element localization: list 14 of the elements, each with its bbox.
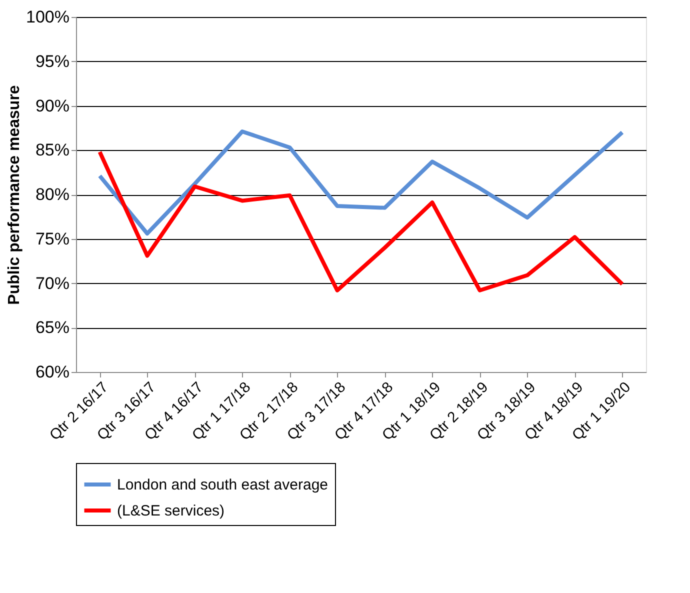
line-series <box>98 129 624 236</box>
y-axis-title: Public performance measure <box>6 85 24 305</box>
y-tick-label: 85% <box>35 140 70 160</box>
line-series <box>98 150 624 292</box>
y-tick-label: 80% <box>35 185 70 204</box>
y-tick-label: 60% <box>35 362 70 382</box>
y-tick-label: 75% <box>35 229 70 248</box>
y-tick-label: 95% <box>35 52 70 71</box>
y-tick-label: 90% <box>35 96 70 116</box>
legend-label: London and south east average <box>117 476 328 494</box>
legend-label: (L&SE services) <box>117 502 225 520</box>
y-tick-label: 100% <box>26 8 70 26</box>
y-tick-label: 65% <box>35 318 70 338</box>
y-tick-label: 70% <box>35 274 70 293</box>
